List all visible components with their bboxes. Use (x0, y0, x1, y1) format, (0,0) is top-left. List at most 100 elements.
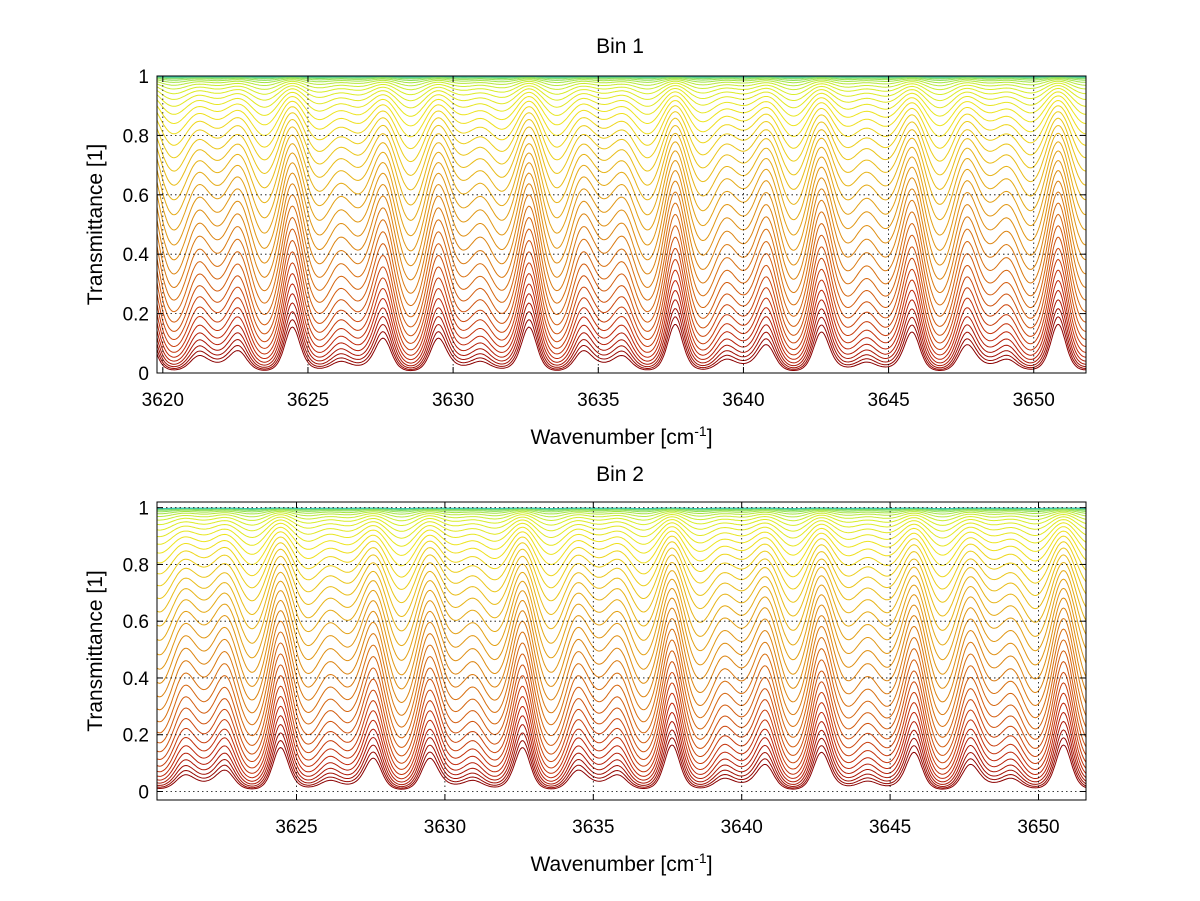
series-line (156, 519, 1087, 539)
series-line (156, 530, 1087, 567)
chart-title: Bin 2 (596, 463, 644, 486)
subplot-bin-1: Bin 1 3620 3625 3630 3635 3640 3645 3650 0 0.2 0.… (84, 35, 1087, 449)
series-line (156, 729, 1087, 788)
series-line (156, 510, 1087, 518)
x-tick-label: 3640 (721, 817, 763, 838)
x-tick-label: 3620 (142, 390, 184, 411)
axes-frame (156, 75, 1087, 374)
series-line (156, 76, 1086, 80)
series-line (156, 617, 1087, 716)
series-line (156, 744, 1087, 790)
x-tick-label: 3650 (1017, 817, 1059, 838)
x-tick-label: 3625 (287, 390, 329, 411)
series-line (156, 554, 1087, 618)
series-line (156, 570, 1087, 647)
series-line (156, 124, 1087, 191)
x-tick-label: 3650 (1013, 390, 1055, 411)
series-line (156, 711, 1087, 783)
series-line (156, 308, 1086, 369)
series-line (156, 87, 1087, 109)
series-line (156, 661, 1087, 757)
series-line (156, 522, 1087, 547)
series-line (156, 561, 1087, 632)
series-line (156, 316, 1087, 370)
series-line (156, 247, 1087, 344)
series-line (156, 547, 1087, 604)
series-line (156, 77, 1086, 82)
series-line (156, 737, 1087, 789)
series-line (156, 82, 1087, 96)
series-line (157, 507, 1086, 510)
series-line (156, 671, 1087, 764)
x-tick-label: 3630 (424, 817, 466, 838)
series-line (156, 269, 1087, 356)
series-line (157, 509, 1087, 515)
x-tick-label: 3635 (572, 817, 614, 838)
series-line (156, 526, 1087, 556)
x-axis-label: Wavenumber [cm-1] (530, 850, 712, 876)
series-line (156, 587, 1087, 676)
y-tick-label: 0.4 (123, 245, 150, 266)
series-line (156, 258, 1087, 351)
series-line (157, 508, 1087, 512)
series-line (156, 202, 1087, 307)
x-tick-label: 3635 (577, 390, 619, 411)
series-line (156, 720, 1087, 786)
series-line (156, 170, 1087, 267)
series-line (156, 236, 1087, 337)
series-line (156, 578, 1087, 661)
ticks: 3620 3625 3630 3635 3640 3645 3650 0 0.2 0.4 0.6 0.… (123, 67, 1086, 411)
series-line (156, 132, 1087, 206)
series-line (156, 628, 1087, 728)
series-line (156, 105, 1087, 150)
x-tick-label: 3625 (275, 817, 317, 838)
series-line (157, 508, 1087, 513)
series-line (156, 289, 1087, 364)
y-axis-label: Transmittance [1] (84, 144, 107, 305)
series-line (156, 213, 1087, 318)
y-tick-label: 0.8 (123, 555, 149, 576)
x-axis-label: Wavenumber [cm-1] (530, 423, 712, 449)
series-line (156, 702, 1087, 780)
series-line (156, 597, 1087, 690)
series-line (156, 150, 1087, 237)
series-line (156, 159, 1087, 252)
x-tick-label: 3630 (432, 390, 474, 411)
y-tick-label: 0.6 (123, 186, 149, 207)
axes-frame (156, 501, 1087, 801)
series-line (156, 85, 1086, 102)
y-tick-label: 0 (138, 364, 149, 385)
series-line (156, 682, 1087, 770)
series-line (156, 279, 1087, 361)
series-line (156, 191, 1087, 294)
series-group (156, 75, 1087, 372)
y-tick-label: 0.8 (123, 126, 149, 147)
series-line (156, 323, 1087, 372)
series-line (156, 75, 1086, 78)
x-tick-label: 3640 (722, 390, 764, 411)
series-line (156, 512, 1087, 522)
series-line (156, 95, 1087, 127)
series-line (156, 117, 1087, 176)
ticks: 3625 3630 3635 3640 3645 3650 0 0.2 0.4 0.6 0.8 1 (123, 499, 1086, 838)
y-tick-label: 0.6 (123, 612, 149, 633)
y-tick-label: 1 (138, 499, 149, 520)
y-axis-label: Transmittance [1] (84, 570, 107, 731)
series-line (156, 80, 1087, 91)
series-line (156, 77, 1087, 84)
y-tick-label: 0.2 (123, 726, 149, 747)
x-tick-label: 3645 (869, 817, 911, 838)
series-line (156, 111, 1087, 163)
y-tick-label: 0.4 (123, 669, 150, 690)
series-line (156, 141, 1087, 221)
series-line (156, 513, 1087, 526)
series-group (156, 507, 1087, 790)
series-line (156, 79, 1086, 87)
chart-title: Bin 1 (596, 35, 644, 58)
series-line (156, 650, 1087, 748)
series-line (156, 180, 1087, 281)
x-tick-label: 3645 (867, 390, 909, 411)
series-line (156, 99, 1087, 138)
series-line (156, 299, 1087, 367)
